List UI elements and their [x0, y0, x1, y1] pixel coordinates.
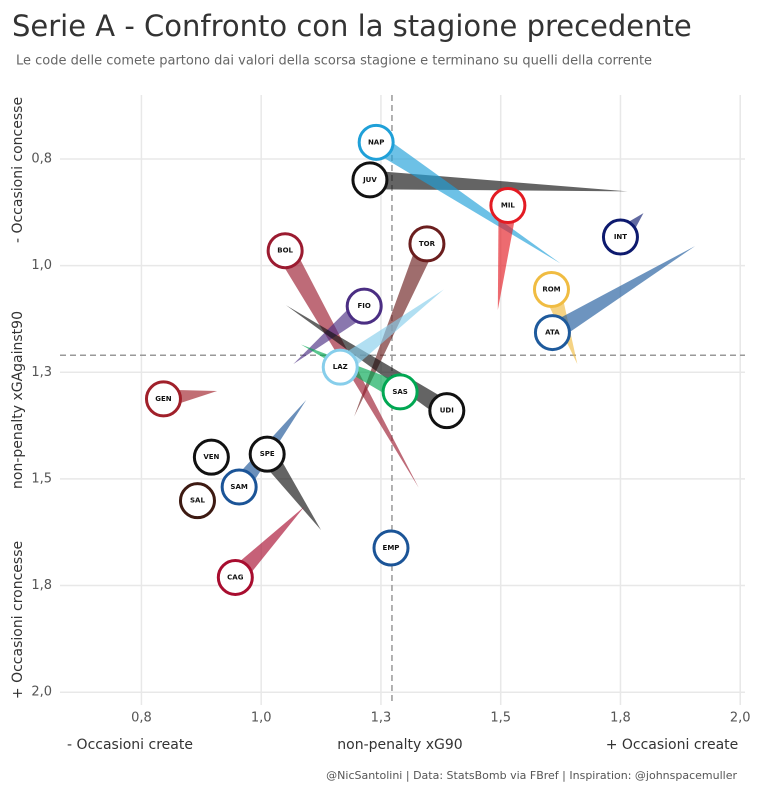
team-label: NAP — [368, 138, 384, 146]
team-marker — [357, 123, 395, 161]
team-marker — [216, 558, 254, 596]
team-label: EMP — [383, 544, 400, 552]
team-marker — [144, 380, 182, 418]
x-tick-label: 1,8 — [610, 711, 631, 726]
team-label: CAG — [227, 573, 244, 581]
y-tick-label: 1,5 — [31, 471, 52, 486]
y-tick-label: 0,8 — [31, 151, 52, 166]
footer: @NicSantolini | Data: StatsBomb via FBre… — [326, 769, 737, 782]
team-label: TOR — [419, 240, 436, 248]
team-marker — [372, 529, 410, 567]
y-axis-title: non-penalty xGAgainst90 — [10, 311, 26, 489]
team-label: MIL — [501, 201, 516, 209]
x-label-low: - Occasioni create — [67, 737, 193, 753]
comet-tail — [547, 246, 696, 341]
y-label-low: - Occasioni concesse — [10, 97, 26, 243]
x-tick-label: 0,8 — [131, 711, 152, 726]
team-marker — [351, 161, 389, 199]
y-tick-label: 1,3 — [31, 365, 52, 380]
comet-tail — [497, 204, 518, 310]
team-label: UDI — [440, 407, 454, 415]
x-tick-label: 1,3 — [371, 711, 392, 726]
team-marker — [248, 435, 286, 473]
chart-title: Serie A - Confronto con la stagione prec… — [12, 9, 692, 43]
comet-tail — [334, 289, 444, 375]
team-label: SPE — [260, 450, 275, 458]
team-marker — [178, 482, 216, 520]
team-marker — [532, 271, 570, 309]
team-marker — [321, 348, 359, 386]
team-marker — [408, 225, 446, 263]
team-marker — [489, 186, 527, 224]
team-marker — [192, 438, 230, 476]
team-label: ROM — [542, 286, 560, 294]
x-label-high: + Occasioni create — [606, 737, 739, 753]
team-label: FIO — [358, 302, 371, 310]
team-label: SAS — [392, 388, 408, 396]
team-label: INT — [614, 233, 627, 241]
team-marker — [345, 287, 383, 325]
team-marker — [601, 218, 639, 256]
team-marker — [428, 392, 466, 430]
x-tick-label: 1,5 — [490, 711, 511, 726]
team-label: SAL — [190, 497, 205, 505]
team-marker — [266, 232, 304, 270]
team-label: JUV — [362, 176, 377, 184]
team-marker — [220, 468, 258, 506]
team-label: GEN — [155, 395, 172, 403]
team-label: ATA — [545, 329, 560, 337]
comet-tail — [371, 134, 561, 264]
y-tick-label: 2,0 — [31, 685, 52, 700]
team-marker — [381, 373, 419, 411]
y-tick-label: 1,0 — [31, 258, 52, 273]
x-tick-label: 1,0 — [251, 711, 272, 726]
team-label: BOL — [277, 247, 293, 255]
team-label: SAM — [230, 483, 247, 491]
team-label: VEN — [203, 453, 219, 461]
comet-tail — [369, 170, 628, 192]
team-marker — [533, 314, 571, 352]
y-label-high: + Occasioni croncesse — [10, 541, 26, 699]
chart-subtitle: Le code delle comete partono dai valori … — [16, 54, 652, 69]
x-tick-label: 2,0 — [730, 711, 751, 726]
y-tick-label: 1,8 — [31, 578, 52, 593]
x-axis-title: non-penalty xG90 — [337, 737, 462, 753]
team-label: LAZ — [333, 363, 348, 371]
